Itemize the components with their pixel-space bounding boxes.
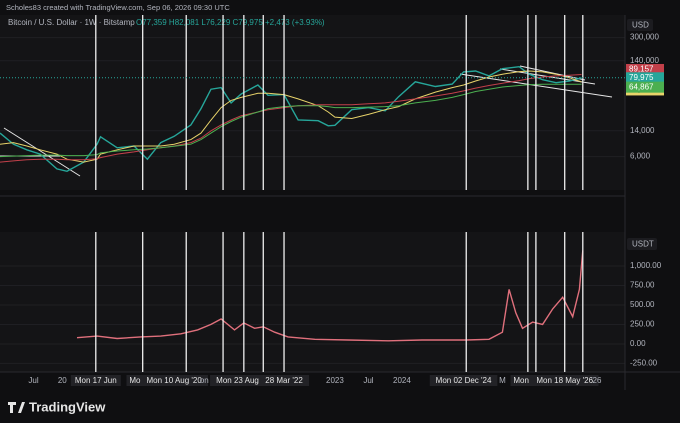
x-tick-label: Mon 2 bbox=[513, 376, 536, 385]
x-tick-label: Mon 02 Dec '24 bbox=[436, 376, 492, 385]
y-tick-label: 140,000 bbox=[630, 56, 659, 65]
logo-mark bbox=[8, 402, 25, 413]
unit-box bbox=[627, 19, 653, 31]
price-label: 79,975 bbox=[629, 73, 654, 82]
price-label-box bbox=[626, 81, 664, 93]
x-tick-box bbox=[530, 375, 599, 386]
logo: TradingView bbox=[8, 399, 106, 414]
x-tick-box bbox=[140, 375, 208, 386]
price-label: 64,867 bbox=[629, 82, 654, 91]
x-tick-box bbox=[210, 375, 278, 386]
x-tick-label: '26 bbox=[591, 376, 602, 385]
y-tick-label: 300,000 bbox=[630, 33, 659, 42]
symbol-title: Bitcoin / U.S. Dollar · 1W · Bitstamp bbox=[8, 18, 135, 27]
series-line bbox=[0, 74, 582, 163]
y-tick-label: 6,000 bbox=[630, 152, 651, 161]
price-pane bbox=[0, 15, 625, 190]
series-line bbox=[0, 83, 582, 158]
ohlc-legend: O77,359 H82,081 L76,229 C79,975 +2,473 (… bbox=[136, 18, 325, 27]
y-tick-label: -250.00 bbox=[630, 359, 658, 368]
indicator-pane bbox=[0, 232, 625, 372]
x-tick-box bbox=[510, 375, 539, 386]
x-tick-label: Jul bbox=[363, 376, 373, 385]
y-tick-label: 250.00 bbox=[630, 320, 655, 329]
x-tick-label: Mon 23 Aug '21 bbox=[216, 376, 272, 385]
x-tick-label: 2023 bbox=[326, 376, 344, 385]
series-line bbox=[76, 250, 584, 342]
x-tick-label: Jul bbox=[28, 376, 38, 385]
x-tick-box bbox=[259, 375, 310, 386]
trendline bbox=[519, 65, 586, 81]
x-tick-label: 20 bbox=[58, 376, 67, 385]
unit-label: USD bbox=[632, 21, 649, 30]
unit-box bbox=[627, 238, 657, 250]
y-tick-label: 14,000 bbox=[630, 126, 655, 135]
price-label-box bbox=[626, 63, 664, 75]
x-tick-label: M bbox=[499, 376, 506, 385]
unit-label: USDT bbox=[632, 240, 654, 249]
x-tick-label: 28 Mar '22 bbox=[265, 376, 303, 385]
y-tick-label: 1,000.00 bbox=[630, 261, 662, 270]
x-tick-label: on bbox=[200, 376, 209, 385]
x-tick-label: 2024 bbox=[393, 376, 411, 385]
x-tick-box bbox=[70, 375, 121, 386]
x-tick-box bbox=[429, 375, 498, 386]
header: Scholes83 created with TradingView.com, … bbox=[6, 3, 230, 12]
series-line bbox=[0, 65, 582, 173]
y-tick-label: 0.00 bbox=[630, 339, 646, 348]
trendline bbox=[3, 127, 81, 177]
price-label-box bbox=[626, 72, 664, 84]
x-tick-label: Mon 17 Jun bbox=[75, 376, 117, 385]
x-tick-label: Mon 18 May '26 bbox=[536, 376, 593, 385]
logo-text: TradingView bbox=[29, 399, 106, 414]
price-label: 89,157 bbox=[629, 65, 654, 74]
y-tick-label: 500.00 bbox=[630, 300, 655, 309]
y-tick-label: 750.00 bbox=[630, 281, 655, 290]
x-tick-label: Mon 10 Aug '20 bbox=[146, 376, 202, 385]
